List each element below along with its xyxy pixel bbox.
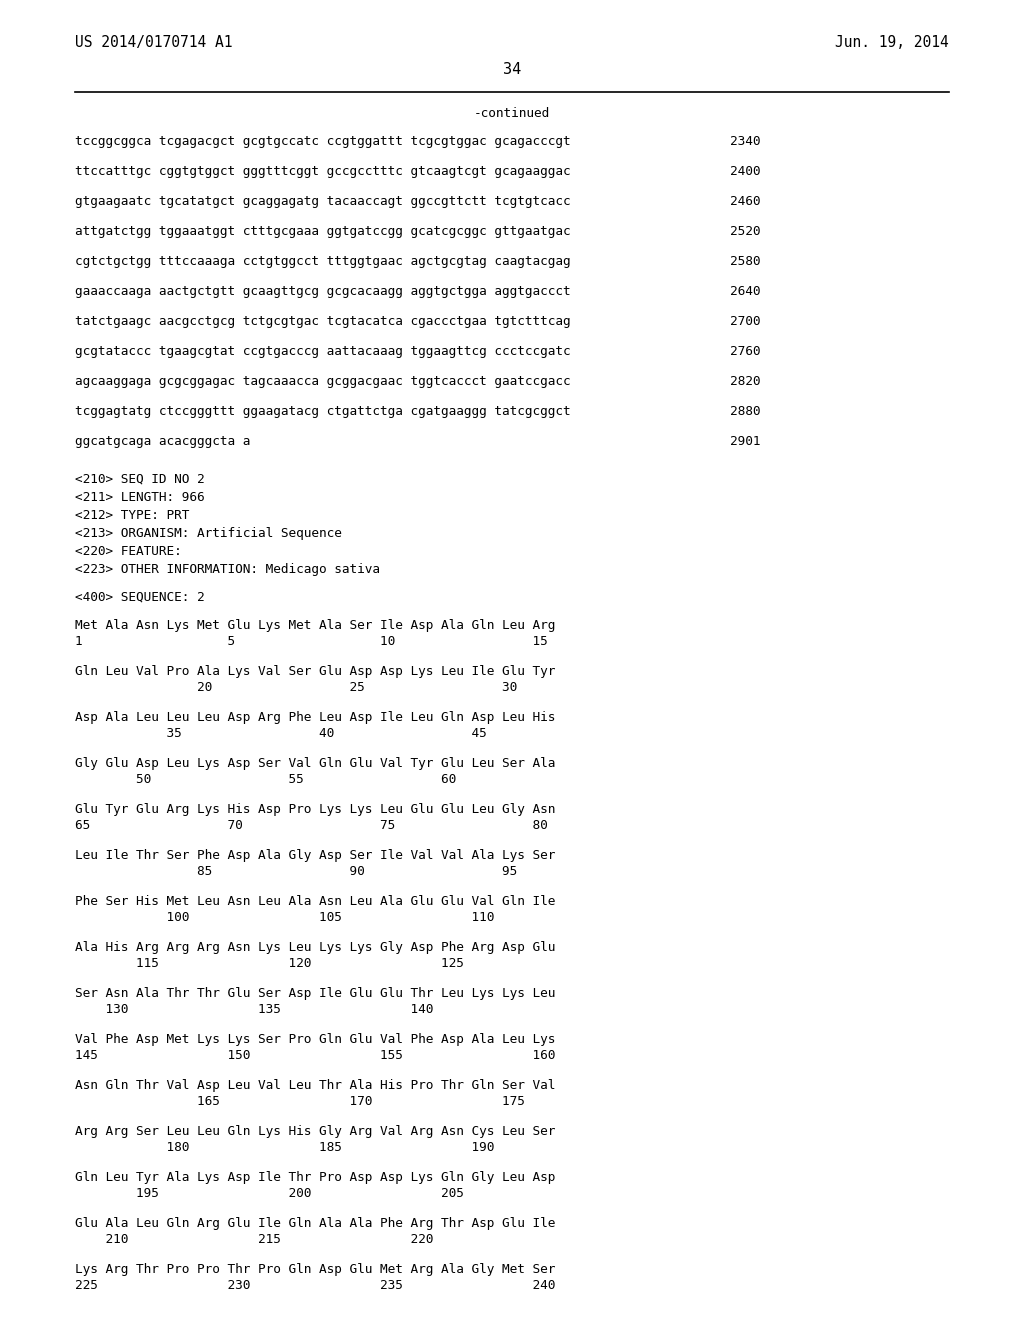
Text: ggcatgcaga acacgggcta a: ggcatgcaga acacgggcta a [75, 436, 251, 447]
Text: ttccatttgc cggtgtggct gggtttcggt gccgcctttc gtcaagtcgt gcagaaggac: ttccatttgc cggtgtggct gggtttcggt gccgcct… [75, 165, 570, 178]
Text: 2700: 2700 [730, 315, 761, 327]
Text: 2400: 2400 [730, 165, 761, 178]
Text: Gly Glu Asp Leu Lys Asp Ser Val Gln Glu Val Tyr Glu Leu Ser Ala: Gly Glu Asp Leu Lys Asp Ser Val Gln Glu … [75, 756, 555, 770]
Text: tccggcggca tcgagacgct gcgtgccatc ccgtggattt tcgcgtggac gcagacccgt: tccggcggca tcgagacgct gcgtgccatc ccgtgga… [75, 135, 570, 148]
Text: Glu Ala Leu Gln Arg Glu Ile Gln Ala Ala Phe Arg Thr Asp Glu Ile: Glu Ala Leu Gln Arg Glu Ile Gln Ala Ala … [75, 1217, 555, 1230]
Text: 35                  40                  45: 35 40 45 [75, 727, 486, 741]
Text: 1                   5                   10                  15: 1 5 10 15 [75, 635, 548, 648]
Text: Lys Arg Thr Pro Pro Thr Pro Gln Asp Glu Met Arg Ala Gly Met Ser: Lys Arg Thr Pro Pro Thr Pro Gln Asp Glu … [75, 1263, 555, 1276]
Text: gtgaagaatc tgcatatgct gcaggagatg tacaaccagt ggccgttctt tcgtgtcacc: gtgaagaatc tgcatatgct gcaggagatg tacaacc… [75, 195, 570, 209]
Text: Val Phe Asp Met Lys Lys Ser Pro Gln Glu Val Phe Asp Ala Leu Lys: Val Phe Asp Met Lys Lys Ser Pro Gln Glu … [75, 1034, 555, 1045]
Text: 100                 105                 110: 100 105 110 [75, 911, 495, 924]
Text: 225                 230                 235                 240: 225 230 235 240 [75, 1279, 555, 1292]
Text: 2460: 2460 [730, 195, 761, 209]
Text: Leu Ile Thr Ser Phe Asp Ala Gly Asp Ser Ile Val Val Ala Lys Ser: Leu Ile Thr Ser Phe Asp Ala Gly Asp Ser … [75, 849, 555, 862]
Text: <400> SEQUENCE: 2: <400> SEQUENCE: 2 [75, 591, 205, 605]
Text: 2520: 2520 [730, 224, 761, 238]
Text: 115                 120                 125: 115 120 125 [75, 957, 464, 970]
Text: Asn Gln Thr Val Asp Leu Val Leu Thr Ala His Pro Thr Gln Ser Val: Asn Gln Thr Val Asp Leu Val Leu Thr Ala … [75, 1078, 555, 1092]
Text: tcggagtatg ctccgggttt ggaagatacg ctgattctga cgatgaaggg tatcgcggct: tcggagtatg ctccgggttt ggaagatacg ctgattc… [75, 405, 570, 418]
Text: Met Ala Asn Lys Met Glu Lys Met Ala Ser Ile Asp Ala Gln Leu Arg: Met Ala Asn Lys Met Glu Lys Met Ala Ser … [75, 619, 555, 632]
Text: gaaaccaaga aactgctgtt gcaagttgcg gcgcacaagg aggtgctgga aggtgaccct: gaaaccaaga aactgctgtt gcaagttgcg gcgcaca… [75, 285, 570, 298]
Text: 65                  70                  75                  80: 65 70 75 80 [75, 818, 548, 832]
Text: 2760: 2760 [730, 345, 761, 358]
Text: 2880: 2880 [730, 405, 761, 418]
Text: <220> FEATURE:: <220> FEATURE: [75, 545, 181, 558]
Text: Arg Arg Ser Leu Leu Gln Lys His Gly Arg Val Arg Asn Cys Leu Ser: Arg Arg Ser Leu Leu Gln Lys His Gly Arg … [75, 1125, 555, 1138]
Text: 195                 200                 205: 195 200 205 [75, 1187, 464, 1200]
Text: Gln Leu Val Pro Ala Lys Val Ser Glu Asp Asp Lys Leu Ile Glu Tyr: Gln Leu Val Pro Ala Lys Val Ser Glu Asp … [75, 665, 555, 678]
Text: 165                 170                 175: 165 170 175 [75, 1096, 525, 1107]
Text: <223> OTHER INFORMATION: Medicago sativa: <223> OTHER INFORMATION: Medicago sativa [75, 564, 380, 576]
Text: <210> SEQ ID NO 2: <210> SEQ ID NO 2 [75, 473, 205, 486]
Text: Phe Ser His Met Leu Asn Leu Ala Asn Leu Ala Glu Glu Val Gln Ile: Phe Ser His Met Leu Asn Leu Ala Asn Leu … [75, 895, 555, 908]
Text: attgatctgg tggaaatggt ctttgcgaaa ggtgatccgg gcatcgcggc gttgaatgac: attgatctgg tggaaatggt ctttgcgaaa ggtgatc… [75, 224, 570, 238]
Text: Gln Leu Tyr Ala Lys Asp Ile Thr Pro Asp Asp Lys Gln Gly Leu Asp: Gln Leu Tyr Ala Lys Asp Ile Thr Pro Asp … [75, 1171, 555, 1184]
Text: gcgtataccc tgaagcgtat ccgtgacccg aattacaaag tggaagttcg ccctccgatc: gcgtataccc tgaagcgtat ccgtgacccg aattaca… [75, 345, 570, 358]
Text: 145                 150                 155                 160: 145 150 155 160 [75, 1049, 555, 1063]
Text: 210                 215                 220: 210 215 220 [75, 1233, 433, 1246]
Text: 20                  25                  30: 20 25 30 [75, 681, 517, 694]
Text: Glu Tyr Glu Arg Lys His Asp Pro Lys Lys Leu Glu Glu Leu Gly Asn: Glu Tyr Glu Arg Lys His Asp Pro Lys Lys … [75, 803, 555, 816]
Text: 180                 185                 190: 180 185 190 [75, 1140, 495, 1154]
Text: Ala His Arg Arg Arg Asn Lys Leu Lys Lys Gly Asp Phe Arg Asp Glu: Ala His Arg Arg Arg Asn Lys Leu Lys Lys … [75, 941, 555, 954]
Text: 85                  90                  95: 85 90 95 [75, 865, 517, 878]
Text: 50                  55                  60: 50 55 60 [75, 774, 457, 785]
Text: agcaaggaga gcgcggagac tagcaaacca gcggacgaac tggtcaccct gaatccgacc: agcaaggaga gcgcggagac tagcaaacca gcggacg… [75, 375, 570, 388]
Text: Asp Ala Leu Leu Leu Asp Arg Phe Leu Asp Ile Leu Gln Asp Leu His: Asp Ala Leu Leu Leu Asp Arg Phe Leu Asp … [75, 711, 555, 723]
Text: <211> LENGTH: 966: <211> LENGTH: 966 [75, 491, 205, 504]
Text: Jun. 19, 2014: Jun. 19, 2014 [836, 36, 949, 50]
Text: Ser Asn Ala Thr Thr Glu Ser Asp Ile Glu Glu Thr Leu Lys Lys Leu: Ser Asn Ala Thr Thr Glu Ser Asp Ile Glu … [75, 987, 555, 1001]
Text: -continued: -continued [474, 107, 550, 120]
Text: 2580: 2580 [730, 255, 761, 268]
Text: 2340: 2340 [730, 135, 761, 148]
Text: 2640: 2640 [730, 285, 761, 298]
Text: tatctgaagc aacgcctgcg tctgcgtgac tcgtacatca cgaccctgaa tgtctttcag: tatctgaagc aacgcctgcg tctgcgtgac tcgtaca… [75, 315, 570, 327]
Text: 130                 135                 140: 130 135 140 [75, 1003, 433, 1016]
Text: cgtctgctgg tttccaaaga cctgtggcct tttggtgaac agctgcgtag caagtacgag: cgtctgctgg tttccaaaga cctgtggcct tttggtg… [75, 255, 570, 268]
Text: 2901: 2901 [730, 436, 761, 447]
Text: 2820: 2820 [730, 375, 761, 388]
Text: <213> ORGANISM: Artificial Sequence: <213> ORGANISM: Artificial Sequence [75, 527, 342, 540]
Text: US 2014/0170714 A1: US 2014/0170714 A1 [75, 36, 232, 50]
Text: <212> TYPE: PRT: <212> TYPE: PRT [75, 510, 189, 521]
Text: 34: 34 [503, 62, 521, 77]
